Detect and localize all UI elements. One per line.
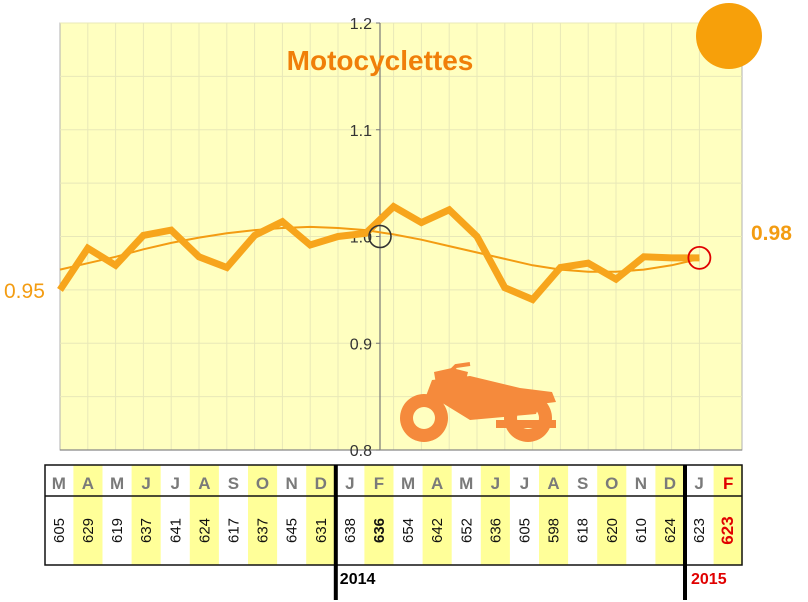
highlight-cell [306,465,336,496]
highlight-cell [189,465,219,496]
month-label: A [82,474,94,493]
month-label: A [547,474,559,493]
month-label: A [198,474,210,493]
month-label: O [605,474,618,493]
count-value: 623 [691,518,708,543]
count-value: 654 [400,518,417,543]
series-lines [57,202,700,304]
end-value-label: 0.98 [751,222,792,245]
count-value: 652 [458,518,475,543]
chart-title: Motocyclettes [287,45,474,76]
data-table: M 605 A 629 M 619 J 637 J 641 A 624 S 617 O 637 N 645 D 631… [44,464,743,566]
highlight-cell [539,496,569,565]
markers [368,224,712,270]
month-label: N [286,474,298,493]
y-tick-label: 1.2 [350,16,372,33]
count-value: 619 [109,518,126,543]
year-label: 2015 [691,571,727,588]
highlight-cell [422,496,452,565]
year-separator [333,465,338,600]
count-value: 605 [51,518,68,543]
month-label: D [664,474,676,493]
count-value: 617 [225,518,242,543]
month-label: N [635,474,647,493]
highlight-cell [131,496,161,565]
month-label: J [520,474,529,493]
count-value: 623 [718,516,737,544]
month-label: M [459,474,473,493]
highlight-cell [480,496,510,565]
highlight-cell [248,496,278,565]
count-value: 642 [429,518,446,543]
count-value: 636 [487,518,504,543]
month-label: S [228,474,239,493]
count-value: 624 [662,518,679,543]
highlight-cell [364,465,394,496]
month-label: J [345,474,354,493]
y-axis-ticks: 0.80.91.01.11.2 [350,16,380,460]
highlight-cell [73,496,103,565]
month-label: A [431,474,443,493]
month-label: S [577,474,588,493]
year-labels: 2014 2015 [333,465,727,600]
count-value: 645 [284,518,301,543]
count-value: 620 [604,518,621,543]
highlight-cell [713,496,743,565]
highlight-cell [597,496,627,565]
table-border [44,464,743,566]
trend-line [59,225,700,273]
highlight-cell [597,465,627,496]
month-label: F [374,474,384,493]
highlight-cell [655,496,685,565]
highlight-cell [480,465,510,496]
count-value: 598 [546,518,563,543]
month-label: F [723,474,733,493]
month-label: D [315,474,327,493]
y-tick-label: 0.8 [350,443,372,460]
count-value: 631 [313,518,330,543]
highlight-cell [73,465,103,496]
count-value: 629 [80,518,97,543]
month-label: J [694,474,703,493]
highlight-cell [422,465,452,496]
y-tick-label: 1.1 [350,123,372,140]
count-value: 610 [633,518,650,543]
year-separator [683,465,687,600]
count-value: 637 [255,518,272,543]
highlight-cell [306,496,336,565]
highlight-cell [131,465,161,496]
month-label: M [110,474,124,493]
highlight-cell [539,465,569,496]
motorcycle-icon [400,362,556,442]
status-dot [696,3,762,69]
start-value-label: 0.95 [4,280,45,303]
highlight-cell [364,496,394,565]
count-value: 605 [516,518,533,543]
count-value: 637 [138,518,155,543]
count-value: 641 [167,518,184,543]
highlight-cell [189,496,219,565]
reference-marker [368,224,392,249]
highlight-cell [248,465,278,496]
count-value: 618 [575,518,592,543]
month-label: J [491,474,500,493]
month-label: M [401,474,415,493]
end-marker [687,245,712,270]
count-value: 624 [196,518,213,543]
count-value: 636 [371,518,388,543]
month-label: J [141,474,150,493]
y-tick-label: 0.9 [350,336,372,353]
highlight-cell [655,465,685,496]
data-line [57,202,700,304]
month-label: J [171,474,180,493]
month-label: O [256,474,269,493]
month-label: M [52,474,66,493]
highlight-cell [713,465,743,496]
count-value: 638 [342,518,359,543]
year-label: 2014 [340,571,376,588]
